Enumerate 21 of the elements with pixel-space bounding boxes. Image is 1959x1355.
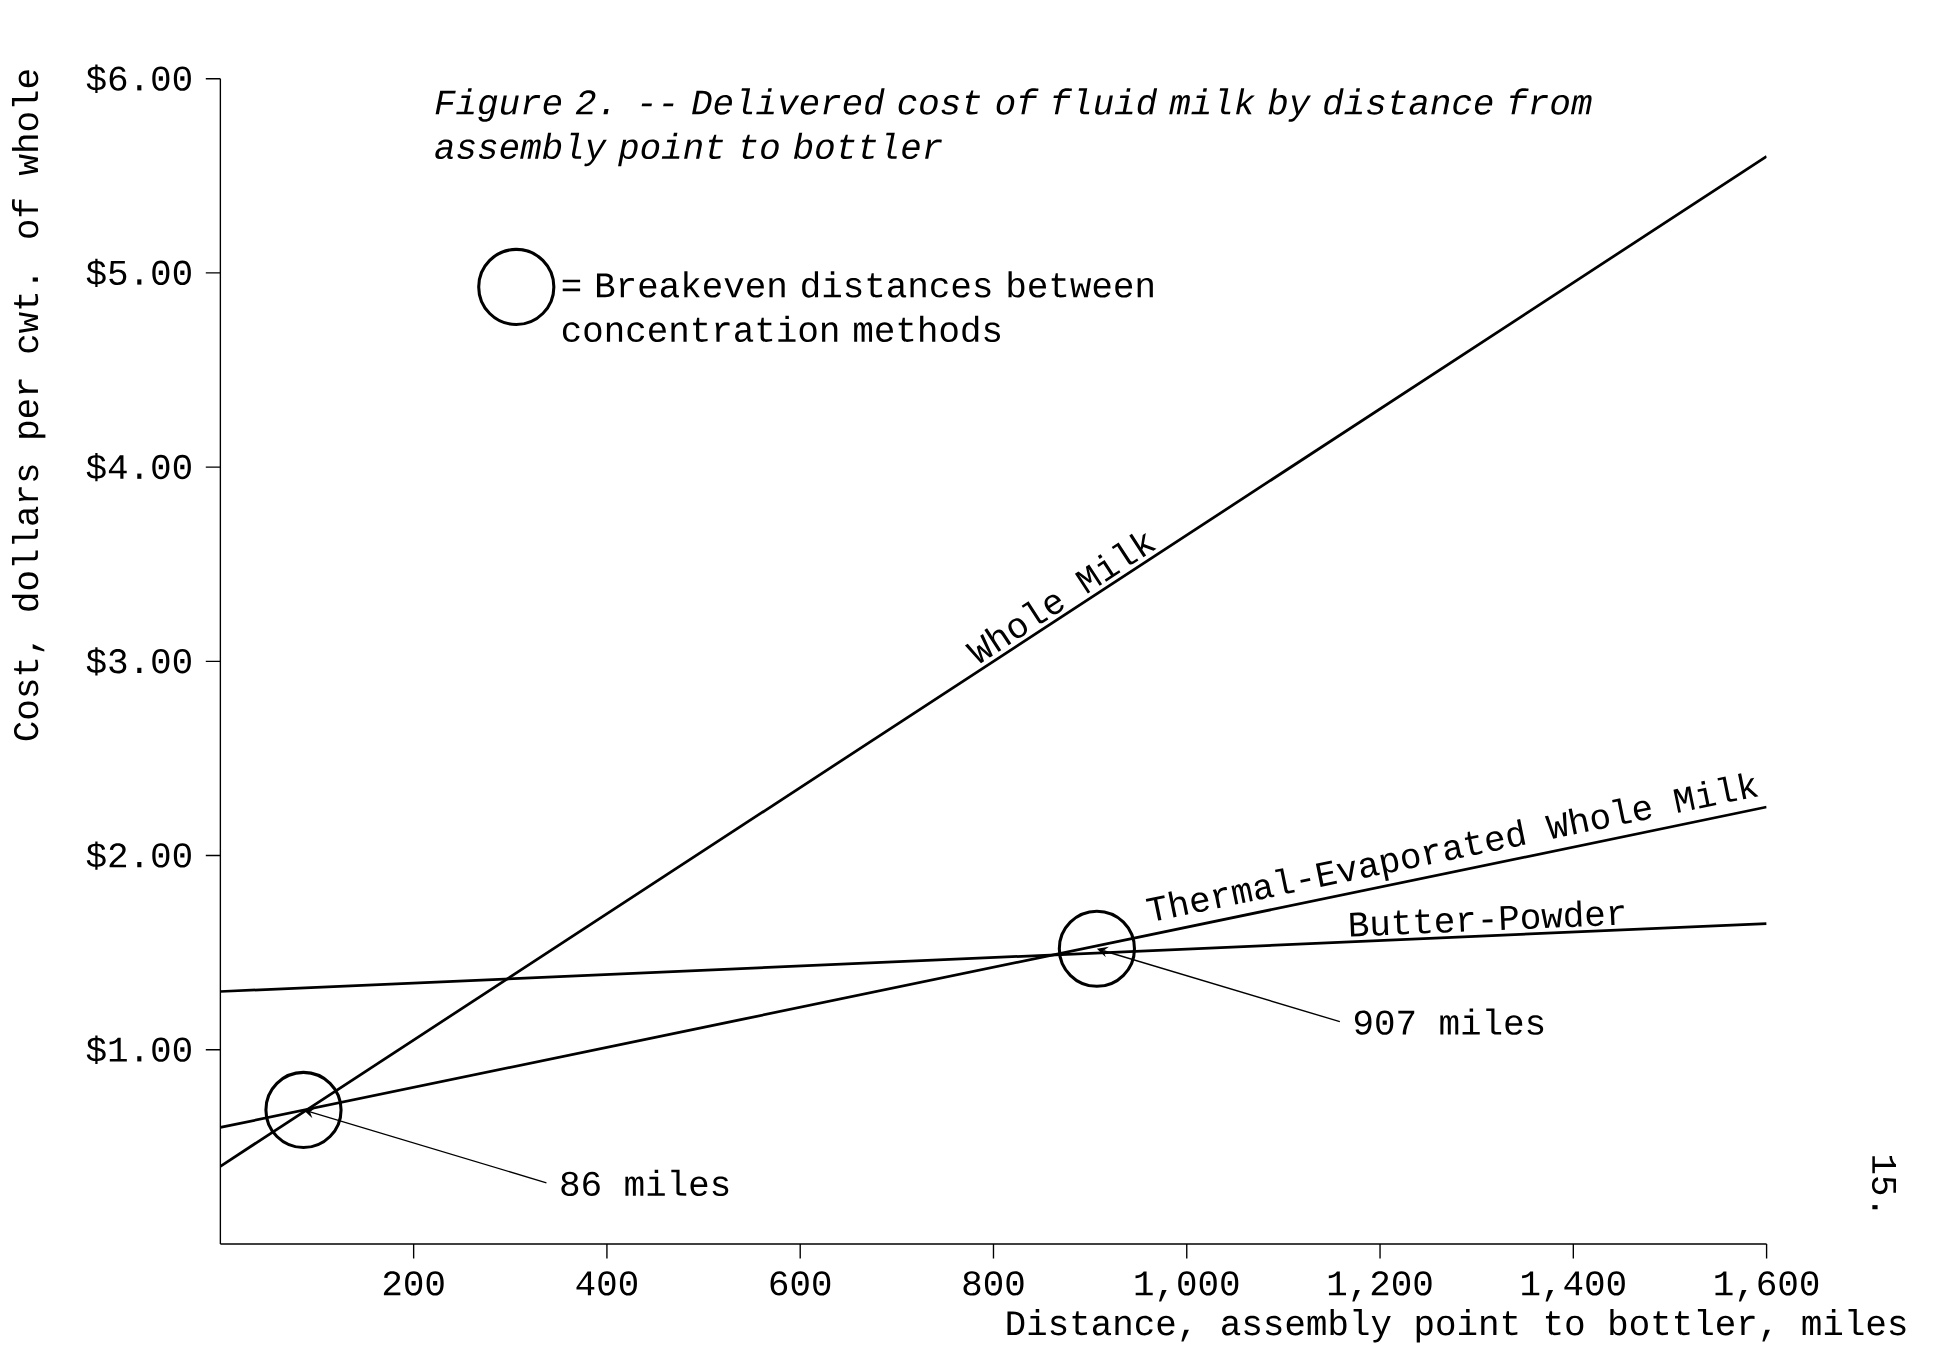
annotation: 907 miles: [1354, 1008, 1544, 1035]
y-tick-label: $6.00: [86, 64, 191, 93]
x-tick-label: 1,000: [1135, 1271, 1239, 1302]
y-axis-title: Cost, dollars per cwt. of whole: [11, 70, 46, 741]
x-tick-label: 400: [576, 1271, 637, 1296]
y-tick-label: $1.00: [86, 1035, 191, 1065]
x-tick-label: 1,600: [1715, 1271, 1819, 1302]
x-tick-label: 1,400: [1522, 1271, 1625, 1302]
legend-label: = Breakeven distances between concentration methods: [562, 271, 1153, 343]
text: Figure 2. -- Delivered cost of fluid milk by distance from assembly point to bottler: [435, 88, 1592, 167]
text: 15.: [1871, 1156, 1896, 1210]
x-tick-label: 1,200: [1328, 1271, 1432, 1302]
x-tick-label: 800: [963, 1271, 1024, 1296]
y-tick-label: $2.00: [86, 841, 191, 870]
x-tick-label: 200: [383, 1271, 444, 1296]
annotation: 86 miles: [561, 1169, 729, 1197]
x-axis-title: Distance, assembly point to bottler, miles: [1007, 1309, 1906, 1343]
y-tick-label: $4.00: [86, 453, 191, 482]
y-tick-label: $3.00: [86, 647, 191, 676]
x-tick-label: 600: [770, 1271, 831, 1296]
y-tick-label: $5.00: [86, 258, 191, 288]
